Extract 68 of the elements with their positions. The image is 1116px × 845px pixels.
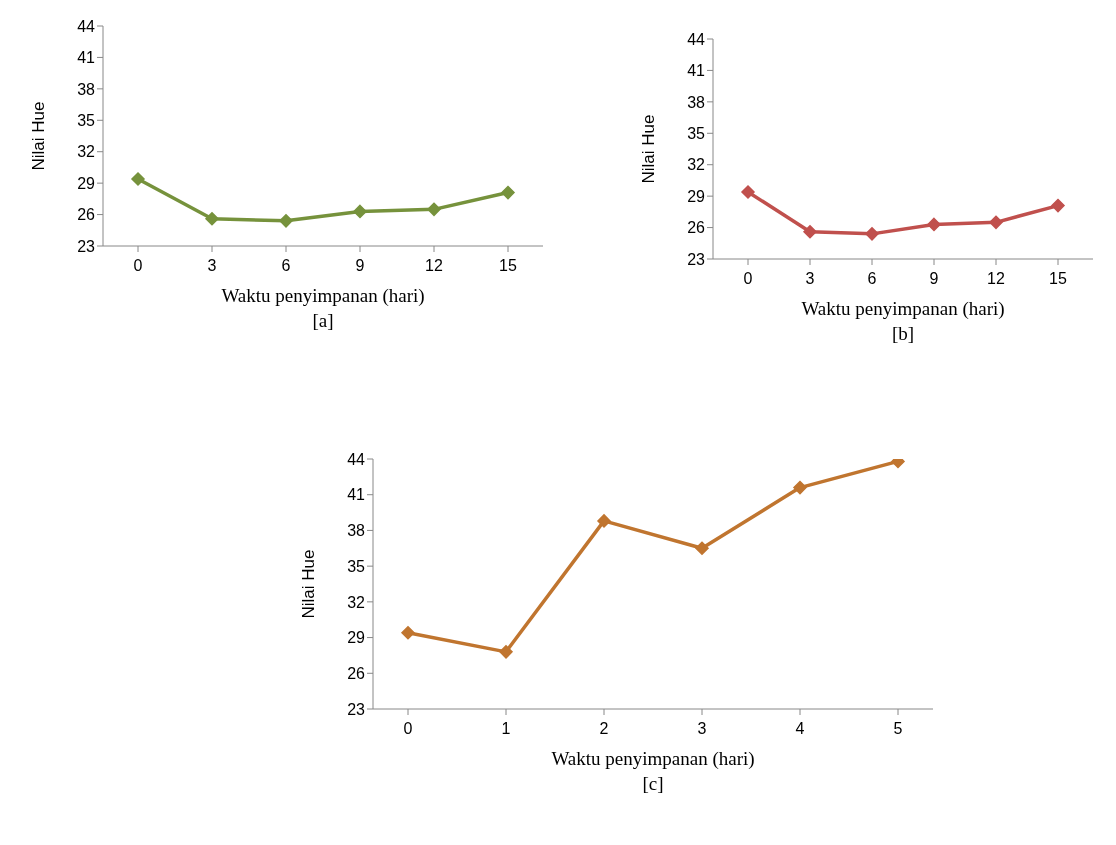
y-tick-label: 29 [687,187,706,205]
y-tick-label: 29 [347,629,366,647]
x-tick-label: 0 [743,270,753,288]
point [989,215,1003,230]
y-tick-label: 23 [77,237,96,255]
y-axis-title: Nilai Hue [639,114,659,184]
y-tick-label: 41 [347,486,366,504]
point [205,212,219,226]
x-tick-label: 2 [599,720,609,738]
x-tick-label: 12 [425,257,443,275]
x-tick-label: 3 [207,257,217,275]
y-tick-label: 29 [77,174,96,192]
x-tick-label: 12 [987,270,1005,288]
y-tick-label: 35 [77,111,96,129]
y-tick-label: 35 [687,124,706,142]
y-axis-title: Nilai Hue [299,549,319,619]
point [793,480,807,495]
y-tick-label: 41 [77,49,96,67]
y-tick-label: 35 [347,557,366,575]
y-tick-label: 38 [77,80,96,98]
y-tick-label: 32 [347,593,366,611]
y-tick-label: 44 [687,30,706,48]
x-tick-label: 9 [355,257,365,275]
point [131,172,145,186]
x-tick-label: 0 [133,257,143,275]
y-tick-label: 41 [687,62,706,80]
y-tick-label: 26 [347,664,366,682]
point [279,214,293,228]
y-tick-label: 32 [77,143,96,161]
y-tick-label: 38 [347,522,366,540]
text: [c] [641,773,665,795]
x-axis-title: Waktu penyimpanan (hari) [551,748,755,770]
point [741,185,755,199]
y-tick-label: 26 [687,219,706,237]
y-tick-label: 38 [687,93,706,111]
x-axis-title: Waktu penyimpanan (hari) [801,298,1005,320]
y-tick-label: 23 [687,250,706,268]
x-tick-label: 9 [929,270,939,288]
point [1051,198,1065,213]
x-tick-label: 5 [893,720,903,738]
y-tick-label: 32 [687,156,706,174]
y-axis-title: Nilai Hue [29,101,49,171]
y-tick-label: 44 [77,17,96,35]
point [353,204,367,219]
y-tick-label: 26 [77,206,96,224]
text: [b] [890,323,916,345]
x-tick-label: 0 [403,720,413,738]
point [499,645,513,659]
x-tick-label: 1 [501,720,511,738]
point [401,626,415,640]
x-tick-label: 4 [795,720,805,738]
point [865,227,879,241]
point [695,541,709,556]
text: [a] [311,310,335,332]
point [501,185,515,200]
point [597,514,611,528]
y-tick-label: 44 [347,450,366,468]
x-tick-label: 6 [281,257,291,275]
x-tick-label: 3 [697,720,707,738]
point [803,225,817,239]
x-tick-label: 15 [1049,270,1067,288]
point [927,217,941,232]
x-tick-label: 15 [499,257,517,275]
x-axis-title: Waktu penyimpanan (hari) [221,285,425,307]
point [427,202,441,217]
y-tick-label: 23 [347,700,366,718]
x-tick-label: 3 [805,270,815,288]
x-tick-label: 6 [867,270,877,288]
